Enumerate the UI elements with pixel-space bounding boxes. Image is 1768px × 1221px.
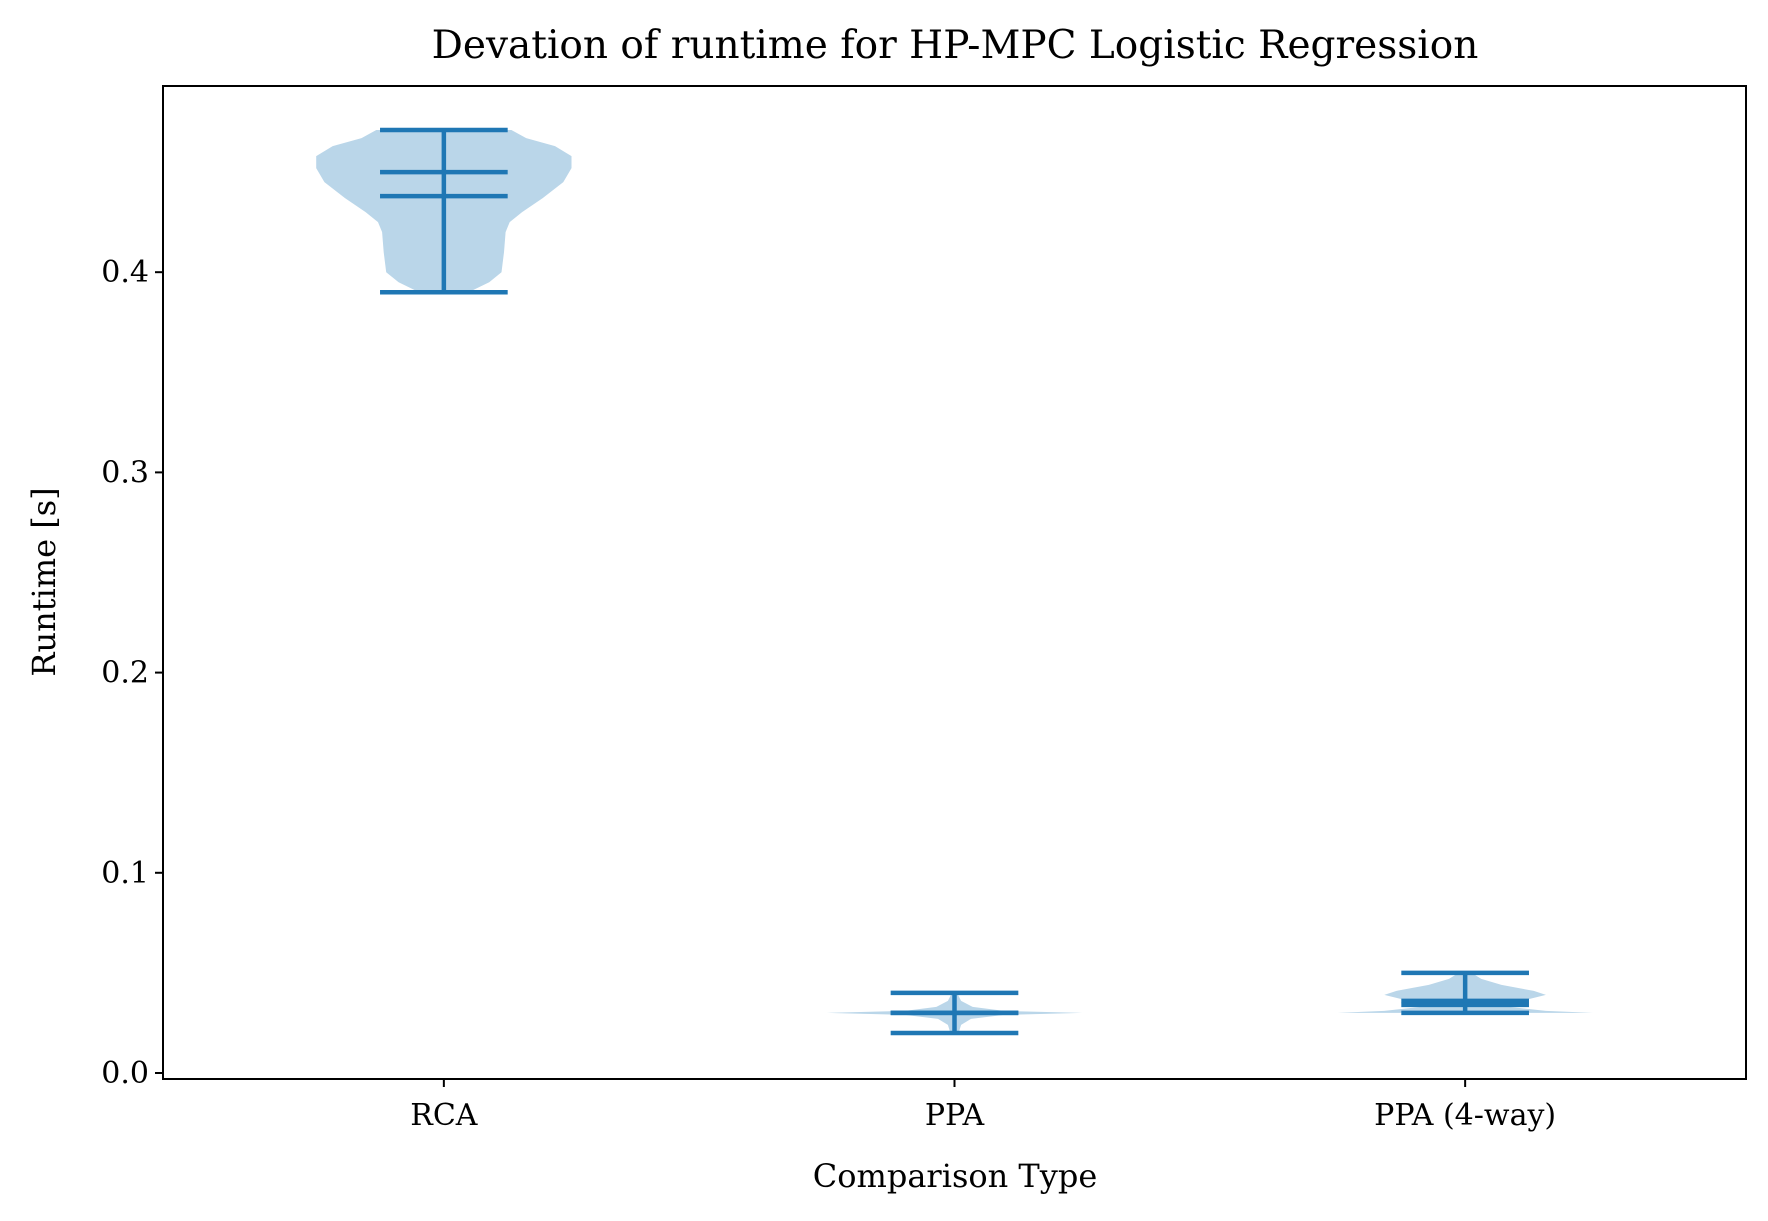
y-tick-label: 0.1	[101, 856, 149, 891]
y-tick-label: 0.4	[101, 255, 149, 290]
violins-layer	[316, 127, 1593, 1036]
x-tick-label: RCA	[410, 1098, 478, 1133]
y-axis-label: Runtime [s]	[25, 487, 63, 676]
x-tick-label: PPA (4-way)	[1374, 1098, 1556, 1133]
y-tick-label: 0.3	[101, 455, 149, 490]
axes-layer: 0.0 0.1 0.2 0.3 0.4 RCA PPA PPA (4-way)	[101, 255, 1556, 1133]
plot-frame	[162, 85, 1747, 1080]
x-tick-label: PPA	[925, 1098, 985, 1133]
y-tick-label: 0.2	[101, 656, 149, 691]
chart-title: Devation of runtime for HP-MPC Logistic …	[432, 23, 1479, 68]
y-tick-label: 0.0	[101, 1056, 149, 1091]
x-axis-label: Comparison Type	[813, 1157, 1098, 1195]
